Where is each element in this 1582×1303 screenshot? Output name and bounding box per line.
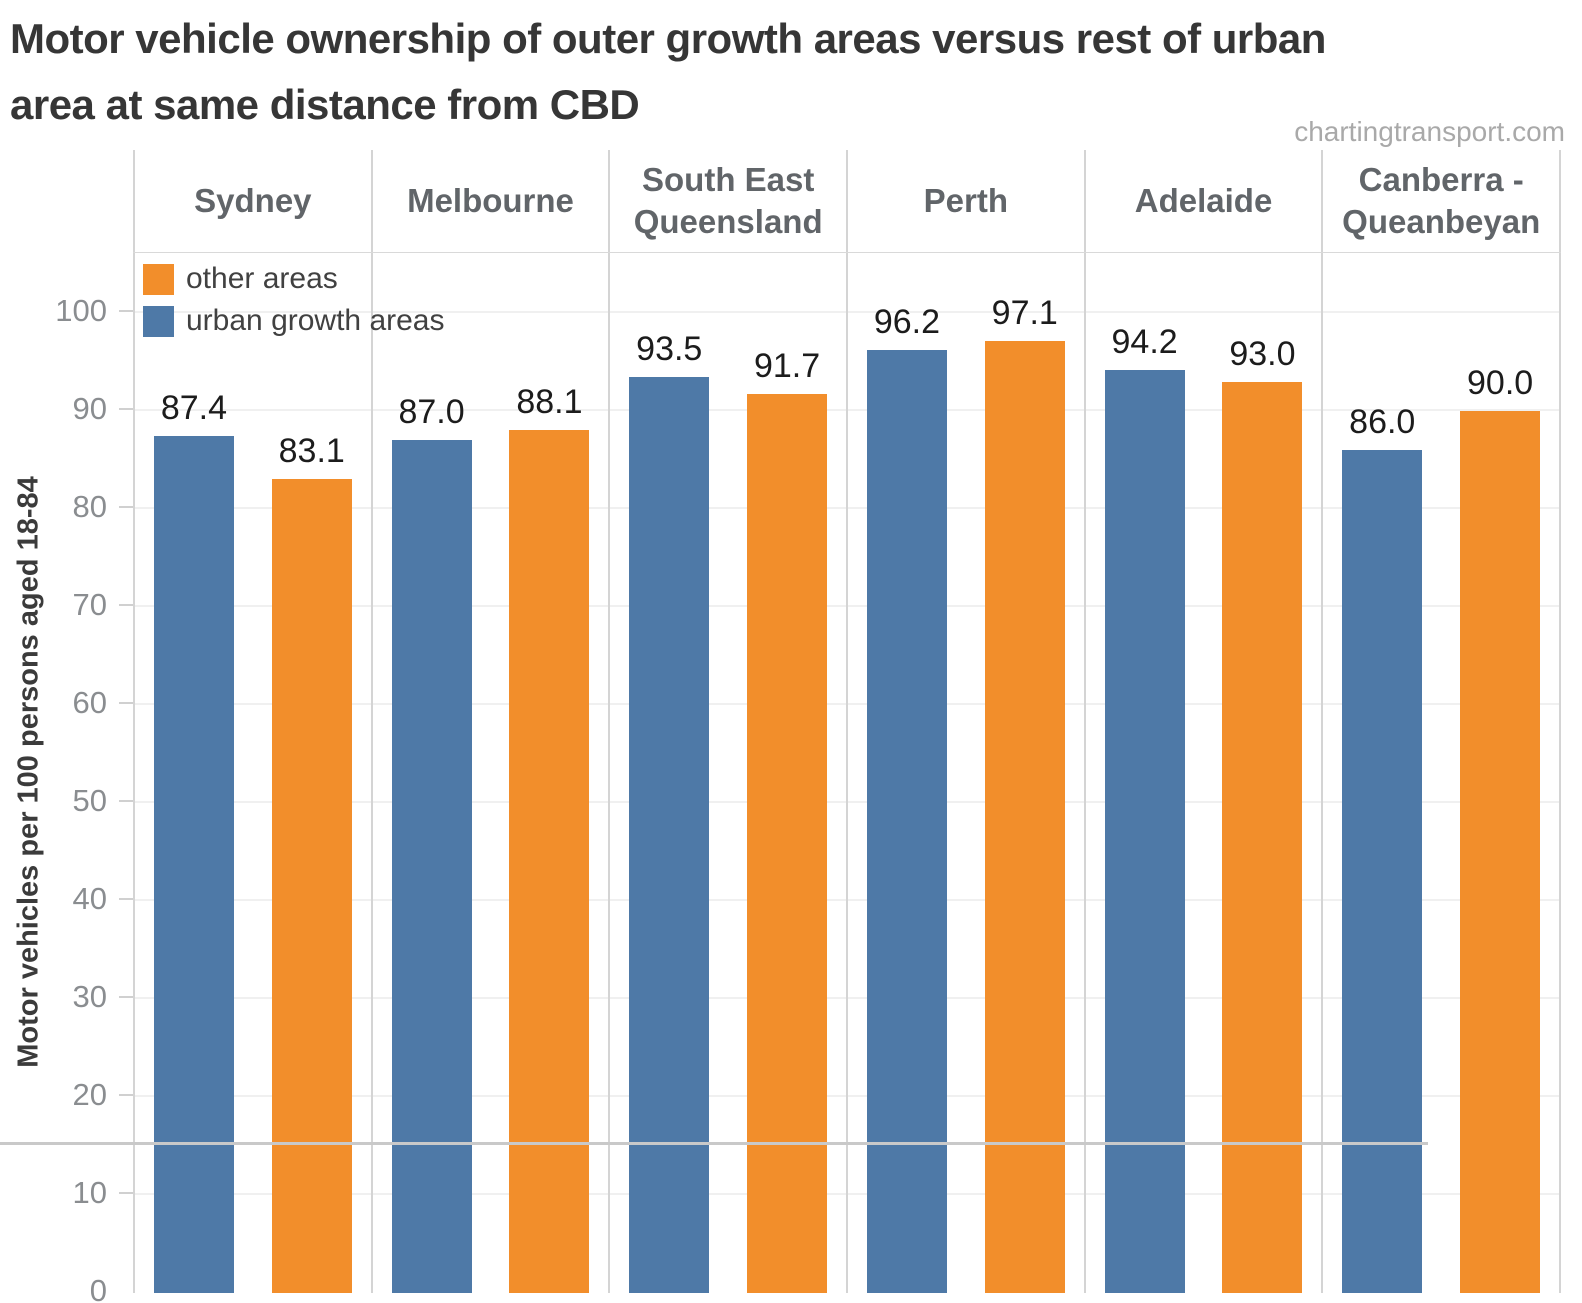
legend-label: urban growth areas bbox=[186, 304, 445, 337]
column-header-line: Melbourne bbox=[407, 182, 574, 219]
bar-urban-growth-areas-melbourne bbox=[391, 440, 472, 1293]
column-header-line: Queanbeyan bbox=[1342, 203, 1541, 240]
column-header-line: Queensland bbox=[633, 203, 823, 240]
y-tick-mark-80 bbox=[119, 506, 133, 508]
y-tick-label-30: 30 bbox=[72, 979, 107, 1014]
column-headers-row: Sydney Melbourne South East Queensland Perth… bbox=[133, 150, 1562, 252]
column-header-perth: Perth bbox=[846, 150, 1084, 252]
y-tick-label-0: 0 bbox=[89, 1273, 107, 1303]
legend-label: other areas bbox=[186, 262, 338, 295]
bar-slot: 86.0 bbox=[1323, 253, 1441, 1293]
bar-slot: 88.1 bbox=[491, 253, 609, 1293]
bar-other-areas-perth bbox=[984, 341, 1065, 1293]
bar-value-label: 87.4 bbox=[160, 389, 227, 428]
bar-value-label: 88.1 bbox=[516, 382, 583, 421]
bar-value-label: 87.0 bbox=[398, 393, 465, 432]
column-header-canberra-queanbeyan: Canberra - Queanbeyan bbox=[1321, 150, 1562, 252]
column-header-line: Perth bbox=[923, 182, 1009, 219]
legend-row-urban-growth-areas: urban growth areas bbox=[143, 300, 445, 342]
y-tick-mark-30 bbox=[119, 996, 133, 998]
bar-slot: 87.4 bbox=[135, 253, 253, 1293]
y-tick-label-40: 40 bbox=[72, 881, 107, 916]
y-tick-label-100: 100 bbox=[55, 293, 107, 328]
y-axis: 0 10 20 30 40 50 60 70 80 90 100 bbox=[0, 252, 133, 1303]
bar-slot: 87.0 bbox=[373, 253, 491, 1293]
bar-value-label: 86.0 bbox=[1349, 403, 1416, 442]
y-tick-label-10: 10 bbox=[72, 1175, 107, 1210]
bar-other-areas-south-east-queensland bbox=[747, 394, 828, 1293]
legend-swatch-urban-growth-areas bbox=[143, 305, 174, 337]
bar-value-label: 93.0 bbox=[1229, 334, 1296, 373]
pane-south-east-queensland: 93.5 91.7 bbox=[608, 253, 846, 1293]
y-tick-label-80: 80 bbox=[72, 489, 107, 524]
y-tick-mark-10 bbox=[119, 1192, 133, 1194]
chart-title: Motor vehicle ownership of outer growth … bbox=[10, 6, 1530, 138]
y-tick-label-70: 70 bbox=[72, 587, 107, 622]
y-tick-label-50: 50 bbox=[72, 783, 107, 818]
bar-slot: 93.0 bbox=[1204, 253, 1322, 1293]
pane-adelaide: 94.2 93.0 bbox=[1083, 253, 1322, 1293]
y-tick-label-90: 90 bbox=[72, 391, 107, 426]
x-axis-baseline bbox=[0, 1142, 1428, 1145]
chart-title-line1: Motor vehicle ownership of outer growth … bbox=[10, 15, 1326, 62]
bar-other-areas-adelaide bbox=[1222, 381, 1303, 1293]
bar-value-label: 93.5 bbox=[636, 329, 703, 368]
chart-title-line2: area at same distance from CBD bbox=[10, 81, 640, 128]
bar-value-label: 94.2 bbox=[1111, 322, 1178, 361]
y-tick-mark-20 bbox=[119, 1094, 133, 1096]
y-tick-mark-100 bbox=[119, 310, 133, 312]
bar-slot: 90.0 bbox=[1441, 253, 1559, 1293]
bar-value-label: 97.1 bbox=[991, 294, 1058, 333]
column-header-line: Adelaide bbox=[1134, 182, 1273, 219]
bar-value-label: 96.2 bbox=[873, 303, 941, 342]
bar-urban-growth-areas-sydney bbox=[153, 436, 234, 1293]
column-header-melbourne: Melbourne bbox=[370, 150, 609, 252]
column-header-adelaide: Adelaide bbox=[1083, 150, 1322, 252]
legend-swatch-other-areas bbox=[143, 263, 174, 295]
bar-slot: 94.2 bbox=[1086, 253, 1204, 1293]
y-tick-mark-90 bbox=[119, 408, 133, 410]
bar-value-label: 91.7 bbox=[753, 347, 821, 386]
bar-urban-growth-areas-perth bbox=[866, 350, 947, 1293]
bar-slot: 97.1 bbox=[966, 253, 1084, 1293]
y-tick-mark-40 bbox=[119, 898, 133, 900]
bar-other-areas-sydney bbox=[271, 478, 352, 1293]
pane-canberra-queanbeyan: 86.0 90.0 bbox=[1321, 253, 1562, 1293]
plot-area: 87.4 83.1 87.0 88.1 93.5 91.7 96.2 97.1 94.2 93.0… bbox=[133, 252, 1562, 1293]
panes: 87.4 83.1 87.0 88.1 93.5 91.7 96.2 97.1 94.2 93.0… bbox=[133, 253, 1562, 1293]
column-header-sydney: Sydney bbox=[133, 150, 371, 252]
chart-area: Sydney Melbourne South East Queensland Perth… bbox=[133, 150, 1562, 1293]
pane-perth: 96.2 97.1 bbox=[846, 253, 1084, 1293]
bar-other-areas-canberra-queanbeyan bbox=[1460, 411, 1541, 1293]
column-header-line: Canberra - bbox=[1358, 161, 1524, 198]
y-tick-mark-70 bbox=[119, 604, 133, 606]
y-tick-label-60: 60 bbox=[72, 685, 107, 720]
bar-urban-growth-areas-canberra-queanbeyan bbox=[1342, 450, 1423, 1293]
pane-melbourne: 87.0 88.1 bbox=[370, 253, 609, 1293]
legend-row-other-areas: other areas bbox=[143, 258, 445, 300]
bar-slot: 96.2 bbox=[848, 253, 966, 1293]
y-tick-mark-50 bbox=[119, 800, 133, 802]
column-header-line: Sydney bbox=[194, 182, 312, 219]
watermark-chartingtransport: chartingtransport.com bbox=[1294, 116, 1565, 147]
y-tick-label-20: 20 bbox=[72, 1077, 107, 1112]
bar-slot: 93.5 bbox=[610, 253, 728, 1293]
y-tick-mark-60 bbox=[119, 702, 133, 704]
bar-slot: 91.7 bbox=[728, 253, 846, 1293]
bar-urban-growth-areas-south-east-queensland bbox=[629, 376, 710, 1293]
bar-slot: 83.1 bbox=[253, 253, 371, 1293]
bar-urban-growth-areas-adelaide bbox=[1104, 369, 1185, 1293]
column-header-line: South East bbox=[642, 161, 815, 198]
pane-sydney: 87.4 83.1 bbox=[133, 253, 371, 1293]
bar-value-label: 90.0 bbox=[1467, 364, 1534, 402]
bar-other-areas-melbourne bbox=[509, 429, 590, 1293]
column-header-south-east-queensland: South East Queensland bbox=[608, 150, 846, 252]
bar-value-label: 83.1 bbox=[278, 431, 345, 470]
legend: other areas urban growth areas bbox=[143, 258, 445, 342]
